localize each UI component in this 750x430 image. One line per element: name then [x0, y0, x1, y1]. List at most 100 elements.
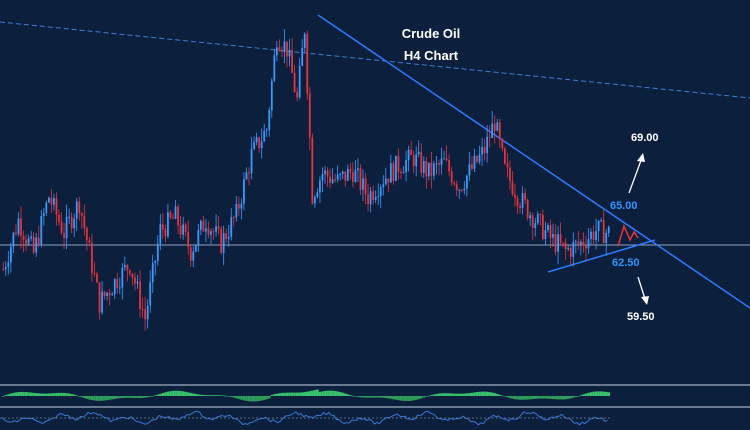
candle-body — [65, 216, 68, 239]
macd-bar — [283, 392, 286, 396]
candle-body — [514, 194, 516, 199]
macd-bar — [105, 396, 109, 401]
macd-bar — [574, 396, 578, 397]
candle-body — [169, 212, 172, 218]
candle-body — [260, 141, 263, 149]
candle-body — [184, 224, 187, 233]
macd-bar — [47, 393, 51, 396]
macd-bar — [599, 391, 603, 396]
candle-body — [506, 163, 509, 168]
ascending-support-line — [547, 239, 656, 273]
candle-body — [587, 238, 590, 249]
macd-bar — [45, 393, 48, 396]
candle-body — [53, 197, 55, 205]
candle-body — [215, 226, 217, 232]
macd-bar — [4, 395, 8, 396]
macd-bar — [440, 393, 443, 396]
macd-bar — [202, 394, 205, 396]
candle-body — [422, 161, 425, 173]
macd-bar — [483, 391, 486, 396]
candle-body — [15, 232, 17, 235]
candle-body — [197, 229, 200, 245]
macd-bar — [496, 393, 499, 396]
macd-bar — [435, 393, 438, 396]
macd-bar — [572, 396, 575, 398]
support-label: 62.50 — [612, 257, 640, 269]
macd-bar — [181, 391, 185, 396]
candle-body — [9, 246, 12, 263]
macd-bar — [166, 391, 170, 396]
candle-body — [40, 216, 43, 245]
macd-bar — [531, 396, 534, 400]
candle-body — [235, 203, 238, 218]
candle-body — [392, 163, 395, 181]
macd-bar — [526, 396, 529, 400]
macd-bar — [300, 392, 304, 396]
candle-body — [384, 178, 387, 185]
macd-bar — [227, 396, 230, 397]
candle-body — [93, 272, 96, 274]
candle-body — [47, 197, 50, 203]
macd-bar — [224, 395, 228, 397]
candle-body — [324, 170, 326, 175]
macd-bar — [100, 396, 104, 401]
candle-body — [88, 240, 91, 243]
candle-body — [458, 189, 461, 191]
macd-bar — [341, 392, 344, 396]
candle-body — [113, 279, 116, 295]
oscillator-line — [1, 410, 608, 426]
candle-body — [217, 226, 220, 229]
macd-bar — [133, 396, 137, 399]
macd-bar — [171, 390, 175, 396]
candle-body — [134, 277, 136, 284]
macd-bar — [364, 396, 367, 398]
candle-body — [374, 196, 377, 200]
candle-body — [354, 170, 357, 182]
macd-bar — [42, 393, 46, 396]
macd-bar — [194, 393, 198, 396]
macd-bar — [209, 395, 213, 396]
macd-bar — [399, 396, 403, 401]
macd-bar — [521, 396, 524, 400]
candle-body — [73, 218, 76, 229]
macd-bar — [110, 396, 114, 400]
candle-body — [230, 217, 233, 237]
candle-body — [389, 163, 392, 183]
macd-bar — [480, 391, 484, 396]
candle-body — [275, 47, 278, 56]
candle-body — [172, 217, 174, 219]
candle-body — [118, 287, 121, 289]
candle-body — [440, 158, 443, 165]
candle-body — [27, 238, 30, 244]
candle-body — [465, 175, 468, 189]
macd-bar — [336, 391, 339, 396]
candle-body — [192, 251, 195, 261]
macd-bar — [523, 396, 527, 400]
candle-body — [450, 171, 453, 183]
macd-bar — [212, 395, 215, 396]
candle-body — [129, 270, 131, 274]
candle-body — [174, 206, 177, 219]
macd-bar — [222, 395, 225, 397]
candle-body — [526, 199, 529, 219]
macd-bar — [584, 393, 588, 396]
candle-body — [351, 172, 354, 182]
candle-body — [443, 158, 445, 160]
candle-body — [541, 214, 544, 239]
macd-bar — [402, 396, 405, 401]
candle-body — [605, 232, 608, 244]
candle-body — [273, 55, 276, 81]
candle-body — [511, 180, 514, 195]
candle-body — [473, 155, 476, 169]
candle-body — [438, 163, 440, 165]
candle-body — [341, 171, 344, 174]
macd-bar — [361, 396, 365, 398]
candle-body — [243, 179, 245, 204]
macd-bar — [379, 396, 382, 398]
candle-body — [139, 281, 141, 310]
macd-bar — [245, 396, 248, 401]
candle-body — [478, 154, 481, 162]
candle-body — [55, 197, 58, 215]
macd-bar — [123, 396, 127, 398]
